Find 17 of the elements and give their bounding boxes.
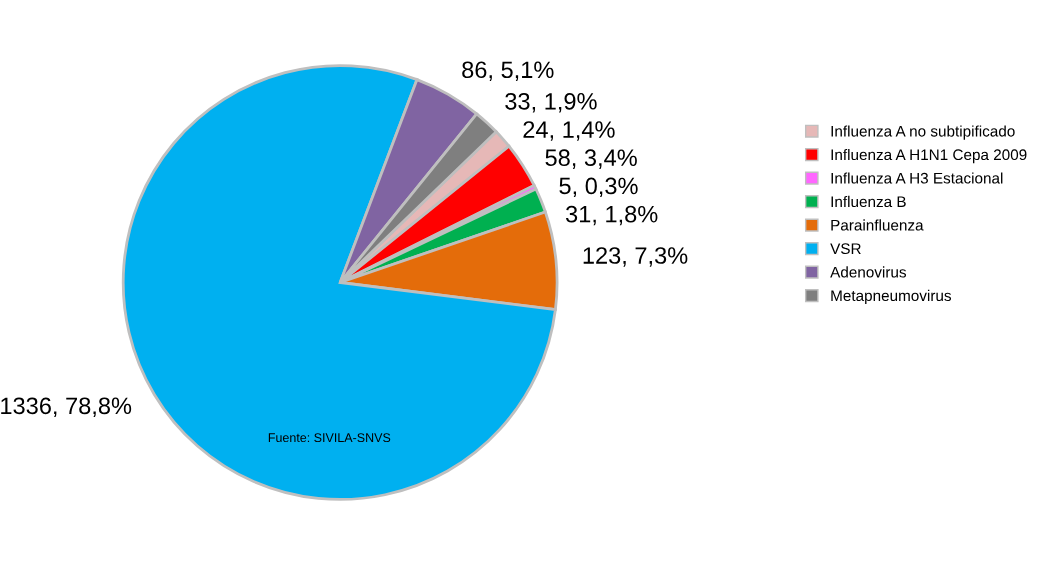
data-label: 31, 1,8% <box>565 205 658 226</box>
source-note: Fuente: SIVILA-SNVS <box>268 433 391 443</box>
legend-label: VSR <box>830 243 861 255</box>
legend-label: Influenza A H3 Estacional <box>831 172 1003 184</box>
legend-label: Influenza A H1N1 Cepa 2009 <box>831 148 1027 164</box>
legend-label: Influenza A no subtipificado <box>831 125 1015 140</box>
legend-label: Influenza B <box>831 195 906 208</box>
data-label: 24, 1,4% <box>523 121 615 141</box>
legend-label: Metapneumovirus <box>831 289 952 305</box>
data-label: 86, 5,1% <box>462 61 554 81</box>
data-label: 1336, 78,8% <box>1 397 132 417</box>
legend-label: Adenovirus <box>830 266 907 278</box>
data-label: 123, 7,3% <box>583 247 688 267</box>
data-label: 33, 1,9% <box>505 92 597 113</box>
data-label: 58, 3,4% <box>545 149 637 169</box>
data-label: 5, 0,3% <box>559 177 638 198</box>
legend-label: Parainfluenza <box>831 219 924 231</box>
